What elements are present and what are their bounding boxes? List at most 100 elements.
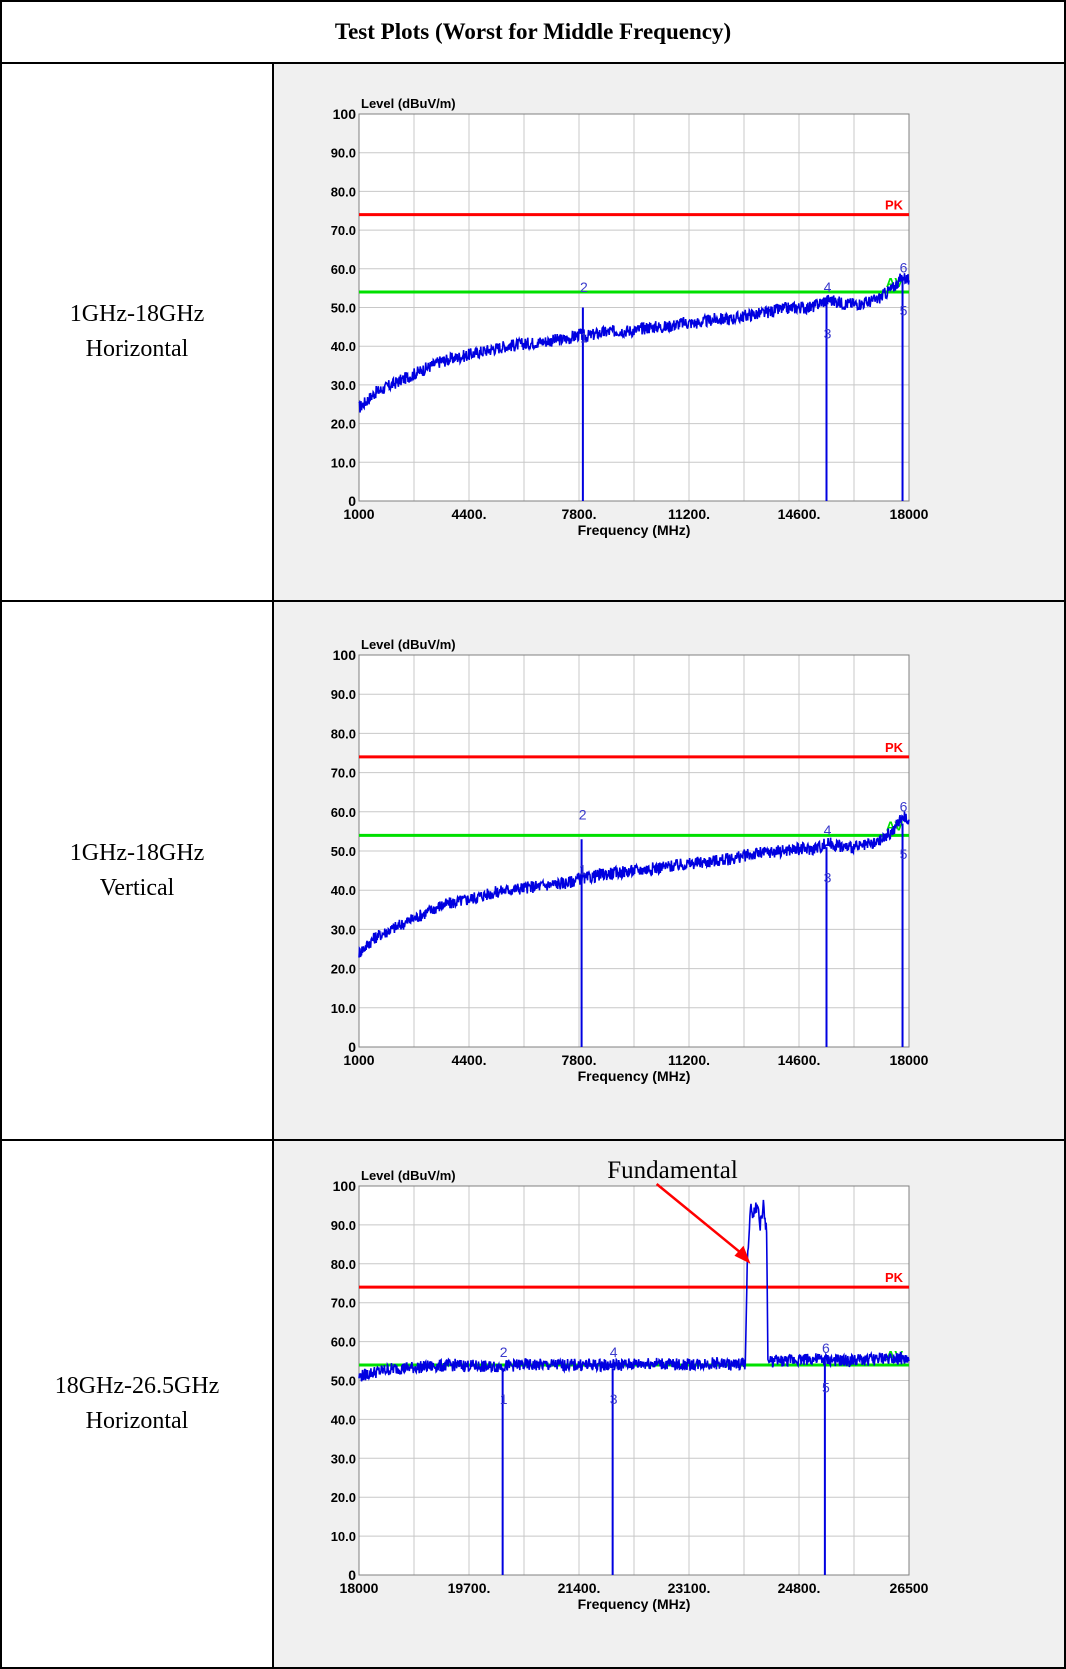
y-tick-label: 0 <box>348 493 356 509</box>
emission-chart-1: 0 10.0 20.0 30.0 40.0 50.0 60.0 70.0 80.0 90.0 100… <box>331 96 929 538</box>
y-tick-label: 10.0 <box>331 455 356 470</box>
table-border-row2 <box>0 1139 1066 1141</box>
x-tick-label: 14600. <box>778 1052 821 1068</box>
row-label-band: 1GHz-18GHz <box>69 301 205 328</box>
y-tick-label: 90.0 <box>331 146 356 161</box>
table-border-title <box>0 62 1066 64</box>
x-tick-label: 4400. <box>451 1052 486 1068</box>
table-title: Test Plots (Worst for Middle Frequency) <box>334 19 732 44</box>
x-axis-label: Frequency (MHz) <box>578 522 691 538</box>
marker-label: 2 <box>579 807 587 823</box>
row-label-polarization: Horizontal <box>85 336 189 362</box>
x-tick-label: 1000 <box>343 1052 374 1068</box>
row-label-polarization: Horizontal <box>85 1408 189 1434</box>
marker-label: 3 <box>610 1391 618 1407</box>
marker-label: 5 <box>900 302 908 318</box>
fundamental-annotation: Fundamental <box>607 1157 738 1184</box>
x-tick-label: 23100. <box>668 1580 711 1596</box>
table-border-middle <box>272 62 274 1669</box>
x-tick-label: 1000 <box>343 506 374 522</box>
x-tick-label: 21400. <box>558 1580 601 1596</box>
y-tick-label: 40.0 <box>331 883 356 898</box>
x-tick-label: 24800. <box>778 1580 821 1596</box>
table-border-left <box>0 0 2 1669</box>
y-tick-label: 0 <box>348 1567 356 1583</box>
marker-label: 4 <box>824 822 832 838</box>
x-tick-label: 14600. <box>778 506 821 522</box>
measurement-trace <box>358 811 910 958</box>
y-tick-label: 50.0 <box>331 1374 356 1389</box>
y-tick-label: 40.0 <box>331 339 356 354</box>
y-tick-label: 70.0 <box>331 1296 356 1311</box>
row-label-2: 1GHz-18GHz Vertical <box>2 602 272 1139</box>
marker-label: 1 <box>500 1391 508 1407</box>
annotation-arrow-shaft <box>655 1183 746 1257</box>
annotation-arrow-head <box>734 1245 751 1264</box>
y-tick-label: 60.0 <box>331 1335 356 1350</box>
measurement-trace <box>358 1199 910 1382</box>
y-tick-label: 100 <box>333 106 357 122</box>
y-tick-label: 0 <box>348 1039 356 1055</box>
pk-limit-label: PK <box>885 1270 904 1285</box>
x-tick-label: 7800. <box>561 506 596 522</box>
marker-label: 2 <box>500 1344 508 1360</box>
plot-frame <box>358 654 910 1048</box>
y-tick-label: 60.0 <box>331 262 356 277</box>
y-tick-label: 80.0 <box>331 726 356 741</box>
x-tick-label: 18000 <box>890 506 929 522</box>
pk-limit-label: PK <box>885 198 904 213</box>
x-tick-label: 18000 <box>890 1052 929 1068</box>
plot-frame <box>358 1185 910 1576</box>
x-axis-label: Frequency (MHz) <box>578 1068 691 1084</box>
y-tick-label: 10.0 <box>331 1001 356 1016</box>
y-tick-label: 60.0 <box>331 805 356 820</box>
y-tick-label: 50.0 <box>331 301 356 316</box>
plot-cell-2: 0 10.0 20.0 30.0 40.0 50.0 60.0 70.0 80.0 90.0 100… <box>274 602 1064 1139</box>
y-tick-label: 90.0 <box>331 1218 356 1233</box>
x-tick-label: 11200. <box>668 506 710 522</box>
y-tick-label: 20.0 <box>331 962 356 977</box>
marker-label: 1 <box>580 329 588 345</box>
y-tick-label: 20.0 <box>331 417 356 432</box>
marker-label: 5 <box>822 1379 830 1395</box>
table-border-right <box>1064 0 1066 1669</box>
y-tick-label: 30.0 <box>331 922 356 937</box>
row-label-band: 18GHz-26.5GHz <box>54 1373 220 1400</box>
y-tick-label: 10.0 <box>331 1529 356 1544</box>
marker-label: 4 <box>610 1344 618 1360</box>
y-tick-label: 80.0 <box>331 1257 356 1272</box>
marker-label: 6 <box>822 1340 830 1356</box>
x-tick-label: 4400. <box>451 506 486 522</box>
x-tick-label: 18000 <box>340 1580 379 1596</box>
table-border-row1 <box>0 600 1066 602</box>
row-label-polarization: Vertical <box>99 874 175 901</box>
marker-label: 3 <box>824 326 832 342</box>
x-axis-label: Frequency (MHz) <box>578 1596 691 1612</box>
emission-chart-3: 0 10.0 20.0 30.0 40.0 50.0 60.0 70.0 80.0 90.0 100… <box>331 1157 929 1612</box>
y-axis-label: Level (dBuV/m) <box>361 1168 456 1183</box>
y-tick-label: 100 <box>333 1178 357 1194</box>
marker-label: 4 <box>824 279 832 295</box>
pk-limit-label: PK <box>885 740 904 755</box>
plot-frame <box>358 113 910 502</box>
emission-chart-2: 0 10.0 20.0 30.0 40.0 50.0 60.0 70.0 80.0 90.0 100… <box>331 637 929 1084</box>
y-tick-label: 30.0 <box>331 378 356 393</box>
plot-cell-3: 0 10.0 20.0 30.0 40.0 50.0 60.0 70.0 80.0 90.0 100… <box>274 1141 1064 1667</box>
marker-label: 1 <box>579 862 587 878</box>
y-tick-label: 100 <box>333 647 357 663</box>
x-tick-label: 19700. <box>448 1580 491 1596</box>
plot-cell-1: 0 10.0 20.0 30.0 40.0 50.0 60.0 70.0 80.0 90.0 100… <box>274 64 1064 600</box>
table-border-bottom <box>0 1667 1066 1669</box>
row-label-3: 18GHz-26.5GHz Horizontal <box>2 1141 272 1667</box>
measurement-trace <box>358 273 910 413</box>
marker-label: 6 <box>900 799 908 815</box>
y-tick-label: 50.0 <box>331 844 356 859</box>
marker-label: 5 <box>900 846 908 862</box>
x-tick-label: 7800. <box>561 1052 596 1068</box>
y-tick-label: 70.0 <box>331 223 356 238</box>
row-label-band: 1GHz-18GHz <box>69 839 205 866</box>
x-tick-label: 11200. <box>668 1052 710 1068</box>
row-label-1: 1GHz-18GHz Horizontal <box>2 64 272 600</box>
y-tick-label: 80.0 <box>331 184 356 199</box>
